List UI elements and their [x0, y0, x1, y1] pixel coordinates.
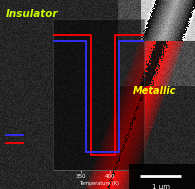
Bar [129, 164, 195, 189]
Text: Insulator: Insulator [6, 9, 58, 19]
Text: Metallic: Metallic [133, 87, 176, 97]
Text: 1 μm: 1 μm [152, 184, 170, 189]
Bar [53, 19, 144, 170]
